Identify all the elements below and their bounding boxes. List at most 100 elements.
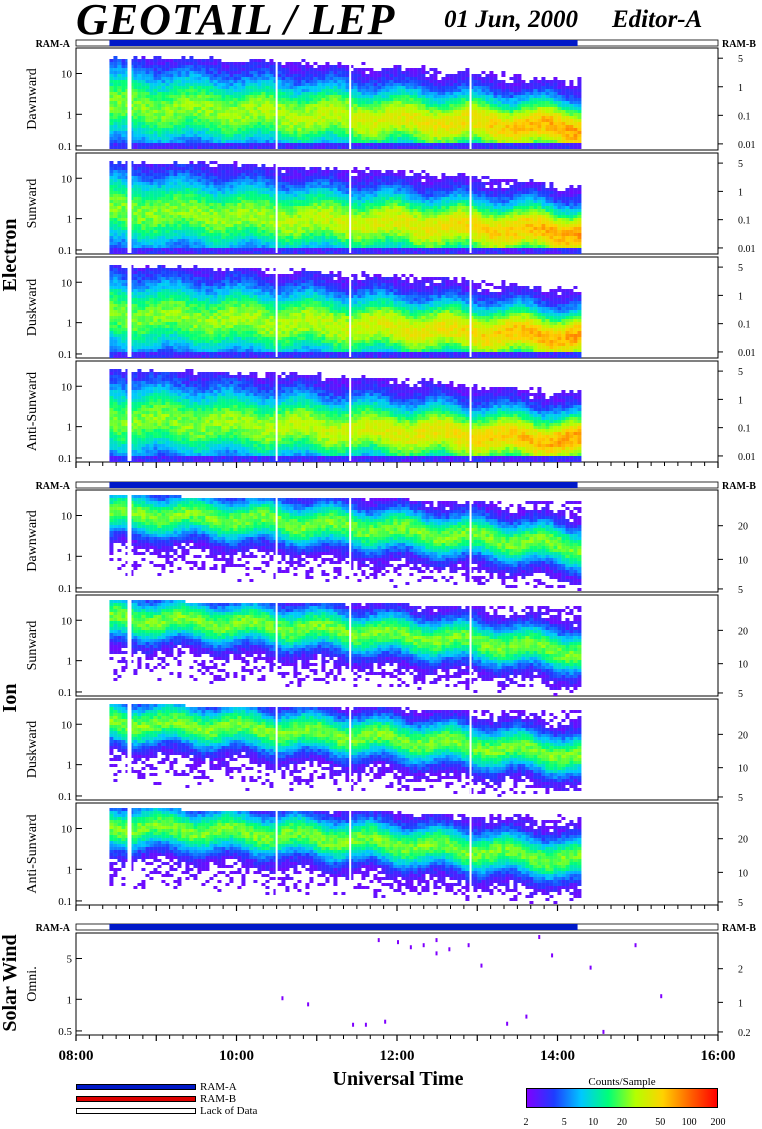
- spectrogram-cell: [293, 122, 297, 125]
- spectrogram-cell: [109, 221, 113, 224]
- spectrogram-cell: [293, 116, 297, 119]
- spectrogram-cell: [149, 233, 153, 236]
- spectrogram-cell: [245, 167, 249, 170]
- spectrogram-cell: [537, 134, 541, 137]
- spectrogram-cell: [241, 188, 245, 191]
- spectrogram-cell: [181, 239, 185, 242]
- spectrogram-cell: [145, 98, 149, 101]
- spectrogram-cell: [137, 242, 141, 245]
- spectrogram-cell: [269, 137, 273, 140]
- spectrogram-cell: [117, 227, 121, 230]
- spectrogram-cell: [421, 71, 425, 74]
- spectrogram-cell: [217, 185, 221, 188]
- spectrogram-cell: [313, 92, 317, 95]
- spectrogram-cell: [229, 233, 233, 236]
- spectrogram-cell: [313, 116, 317, 119]
- spectrogram-cell: [289, 131, 293, 134]
- spectrogram-cell: [309, 89, 313, 92]
- spectrogram-cell: [501, 98, 505, 101]
- spectrogram-cell: [177, 68, 181, 71]
- spectrogram-cell: [465, 128, 469, 131]
- spectrogram-cell: [353, 77, 357, 80]
- spectrogram-cell: [233, 236, 237, 239]
- spectrogram-cell: [501, 110, 505, 113]
- spectrogram-cell: [445, 140, 449, 143]
- spectrogram-cell: [189, 104, 193, 107]
- spectrogram-cell: [145, 200, 149, 203]
- spectrogram-cell: [329, 239, 333, 242]
- spectrogram-cell: [565, 143, 569, 146]
- spectrogram-cell: [545, 104, 549, 107]
- spectrogram-cell: [277, 65, 281, 68]
- spectrogram-cell: [205, 197, 209, 200]
- spectrogram-cell: [145, 104, 149, 107]
- spectrogram-cell: [245, 89, 249, 92]
- spectrogram-cell: [241, 212, 245, 215]
- spectrogram-cell: [285, 185, 289, 188]
- spectrogram-cell: [109, 161, 113, 164]
- spectrogram-cell: [157, 215, 161, 218]
- spectrogram-cell: [265, 239, 269, 242]
- spectrogram-cell: [173, 236, 177, 239]
- spectrogram-cell: [241, 92, 245, 95]
- spectrogram-cell: [117, 161, 121, 164]
- spectrogram-cell: [301, 74, 305, 77]
- spectrogram-cell: [449, 107, 453, 110]
- spectrogram-cell: [189, 161, 193, 164]
- spectrogram-cell: [405, 80, 409, 83]
- spectrogram-cell: [113, 233, 117, 236]
- spectrogram-cell: [209, 200, 213, 203]
- spectrogram-cell: [397, 104, 401, 107]
- spectrogram-cell: [409, 89, 413, 92]
- spectrogram-cell: [509, 104, 513, 107]
- spectrogram-cell: [301, 131, 305, 134]
- spectrogram-cell: [145, 221, 149, 224]
- spectrogram-cell: [137, 203, 141, 206]
- spectrogram-cell: [297, 188, 301, 191]
- spectrogram-cell: [121, 143, 125, 146]
- spectrogram-cell: [465, 95, 469, 98]
- spectrogram-cell: [205, 236, 209, 239]
- spectrogram-cell: [433, 143, 437, 146]
- spectrogram-cell: [161, 230, 165, 233]
- spectrogram-cell: [305, 143, 309, 146]
- spectrogram-cell: [177, 236, 181, 239]
- spectrogram-cell: [193, 167, 197, 170]
- spectrogram-cell: [249, 86, 253, 89]
- spectrogram-cell: [161, 245, 165, 248]
- spectrogram-cell: [481, 86, 485, 89]
- spectrogram-cell: [277, 83, 281, 86]
- spectrogram-cell: [265, 104, 269, 107]
- spectrogram-cell: [237, 206, 241, 209]
- spectrogram-cell: [189, 56, 193, 59]
- spectrogram-cell: [217, 110, 221, 113]
- spectrogram-cell: [241, 194, 245, 197]
- spectrogram-cell: [577, 77, 581, 80]
- spectrogram-cell: [521, 146, 525, 149]
- spectrogram-cell: [149, 227, 153, 230]
- spectrogram-cell: [301, 128, 305, 131]
- spectrogram-cell: [453, 110, 457, 113]
- spectrogram-cell: [121, 74, 125, 77]
- spectrogram-cell: [297, 62, 301, 65]
- spectrogram-cell: [537, 104, 541, 107]
- spectrogram-cell: [329, 251, 333, 254]
- spectrogram-cell: [301, 113, 305, 116]
- spectrogram-cell: [177, 194, 181, 197]
- spectrogram-cell: [333, 92, 337, 95]
- spectrogram-cell: [197, 200, 201, 203]
- spectrogram-cell: [541, 86, 545, 89]
- spectrogram-cell: [257, 188, 261, 191]
- spectrogram-cell: [285, 146, 289, 149]
- spectrogram-cell: [245, 236, 249, 239]
- spectrogram-cell: [229, 74, 233, 77]
- spectrogram-cell: [169, 59, 173, 62]
- spectrogram-cell: [117, 122, 121, 125]
- spectrogram-cell: [317, 212, 321, 215]
- spectrogram-cell: [293, 173, 297, 176]
- spectrogram-cell: [289, 116, 293, 119]
- spectrogram-cell: [157, 137, 161, 140]
- spectrogram-cell: [457, 74, 461, 77]
- spectrogram-cell: [181, 131, 185, 134]
- spectrogram-cell: [549, 104, 553, 107]
